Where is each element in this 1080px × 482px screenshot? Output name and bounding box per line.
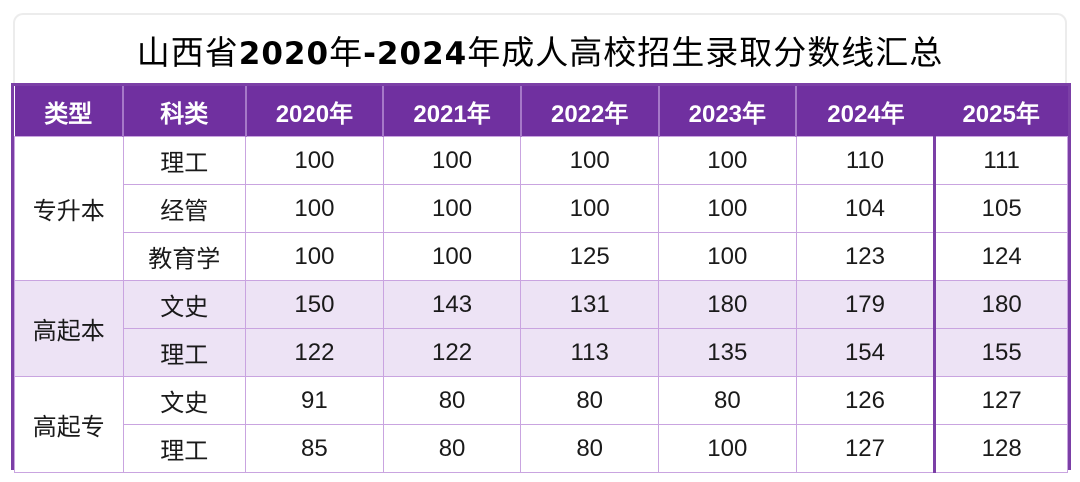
score-cell: 100: [520, 136, 659, 185]
table-row: 高起专 文史 91 80 80 80 126 127: [14, 376, 1068, 473]
score-cell: 155: [933, 328, 1068, 377]
header-2022: 2022年: [519, 86, 659, 137]
score-table: 类型 科类 2020年 2021年 2022年 2023年 2024年 2025…: [14, 86, 1068, 473]
header-2023: 2023年: [657, 86, 797, 137]
score-cell: 143: [382, 280, 522, 329]
header-2024: 2024年: [795, 86, 935, 137]
score-cell: 100: [382, 232, 522, 281]
score-cell: 91: [245, 376, 384, 425]
score-cell: 80: [520, 424, 659, 473]
title-segment-bold: 2020: [238, 36, 330, 72]
score-cell: 100: [245, 232, 384, 281]
title-card: 山西省2020年-2024年成人高校招生录取分数线汇总: [13, 13, 1067, 85]
score-cell: 100: [245, 136, 384, 185]
table-row: 高起本 文史 150 143 131 180 179 180: [14, 280, 1068, 377]
title-segment: 年成人高校招生录取分数线汇总: [467, 33, 944, 72]
table-row: 理工 122 122 113 135 154 155: [15, 328, 1068, 377]
score-cell: 80: [382, 376, 522, 425]
header-type: 类型: [14, 86, 123, 137]
score-cell: 104: [795, 184, 936, 233]
score-cell: 113: [520, 328, 659, 377]
score-cell: 131: [520, 280, 659, 329]
score-cell: 111: [933, 136, 1068, 185]
score-cell: 122: [382, 328, 522, 377]
title-segment: 年: [329, 33, 364, 72]
header-2021: 2021年: [382, 86, 521, 137]
score-cell: 100: [382, 136, 522, 185]
title-segment: 山西省: [136, 33, 239, 72]
subject-cell: 理工: [122, 424, 247, 473]
type-cell-gaoqizhuan: 高起专: [14, 376, 124, 473]
score-cell: 100: [658, 136, 797, 185]
score-cell: 100: [658, 232, 797, 281]
score-cell: 105: [933, 184, 1068, 233]
score-cell: 127: [933, 376, 1068, 425]
score-cell: 80: [382, 424, 522, 473]
page-title: 山西省2020年-2024年成人高校招生录取分数线汇总: [137, 26, 943, 74]
subject-cell: 文史: [122, 280, 247, 329]
score-cell: 180: [933, 280, 1068, 329]
subject-cell: 教育学: [122, 232, 247, 281]
score-cell: 123: [795, 232, 936, 281]
title-segment-bold: -2024: [363, 36, 468, 72]
score-cell: 154: [795, 328, 936, 377]
score-cell: 100: [382, 184, 522, 233]
score-cell: 85: [245, 424, 384, 473]
table-row: 理工 85 80 80 100 127 128: [15, 424, 1068, 473]
score-cell: 128: [933, 424, 1068, 473]
score-cell: 100: [520, 184, 659, 233]
subject-cell: 理工: [122, 328, 247, 377]
score-cell: 110: [795, 136, 936, 185]
score-cell: 80: [520, 376, 659, 425]
type-cell-zhuanshengben: 专升本: [14, 136, 124, 281]
subject-cell: 经管: [122, 184, 247, 233]
table-row: 专升本 理工 100 100 100 100 110 111: [14, 136, 1068, 281]
header-subject: 科类: [122, 86, 246, 137]
header-2025: 2025年: [934, 86, 1068, 137]
score-cell: 125: [520, 232, 659, 281]
header-row: 类型 科类 2020年 2021年 2022年 2023年 2024年 2025…: [14, 86, 1068, 137]
score-cell: 150: [245, 280, 384, 329]
score-cell: 100: [658, 184, 797, 233]
score-cell: 135: [658, 328, 797, 377]
score-cell: 126: [795, 376, 936, 425]
score-cell: 100: [245, 184, 384, 233]
score-table-frame: 类型 科类 2020年 2021年 2022年 2023年 2024年 2025…: [11, 83, 1071, 473]
type-cell-gaoqiben: 高起本: [14, 280, 124, 377]
score-cell: 180: [658, 280, 797, 329]
table-row: 经管 100 100 100 100 104 105: [15, 184, 1068, 233]
score-cell: 124: [933, 232, 1068, 281]
table-row: 教育学 100 100 125 100 123 124: [15, 232, 1068, 281]
subject-cell: 理工: [122, 136, 247, 185]
score-cell: 122: [245, 328, 384, 377]
score-cell: 100: [658, 424, 797, 473]
score-cell: 127: [795, 424, 936, 473]
score-cell: 80: [658, 376, 797, 425]
score-cell: 179: [795, 280, 936, 329]
header-2020: 2020年: [244, 86, 384, 137]
subject-cell: 文史: [122, 376, 247, 425]
